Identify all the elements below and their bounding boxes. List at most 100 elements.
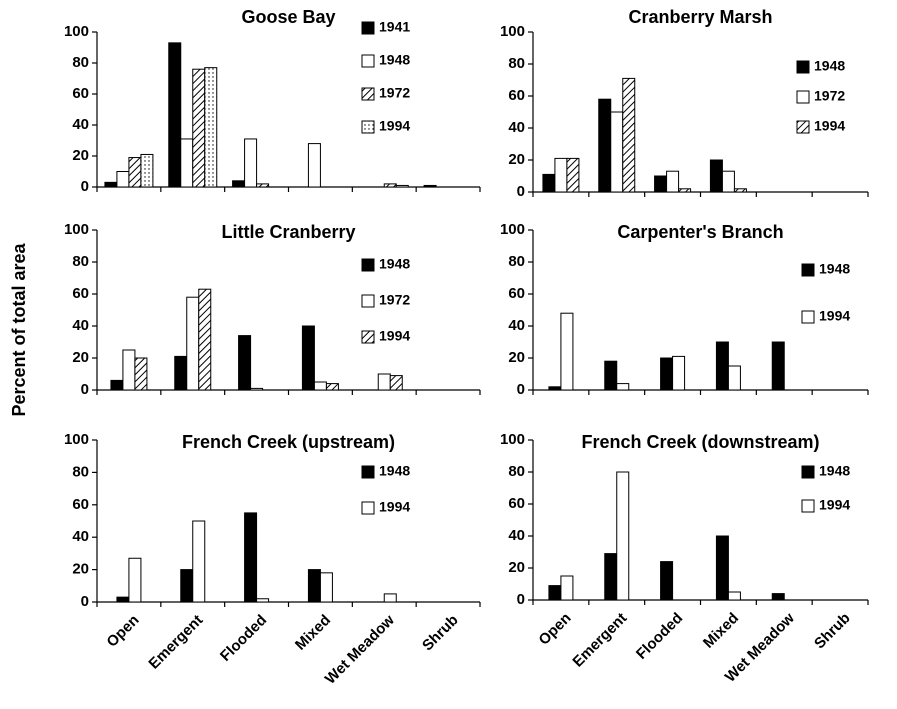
bar [604, 553, 618, 601]
legend-swatch [796, 60, 810, 74]
bar [666, 170, 680, 193]
x-tick-label: Open [535, 610, 574, 649]
bar [128, 557, 142, 603]
legend-swatch [361, 87, 375, 101]
legend-swatch [801, 263, 815, 277]
x-tick-label: Wet Meadow [322, 611, 398, 687]
bar [204, 67, 218, 188]
legend-swatch [796, 90, 810, 104]
bar [244, 512, 258, 603]
bar [244, 138, 258, 188]
legend-swatch [796, 120, 810, 134]
bar [548, 585, 562, 601]
legend-swatch [361, 21, 375, 35]
bar [140, 153, 154, 188]
x-tick-label: Emergent [145, 612, 206, 673]
bar [616, 471, 630, 601]
bar [771, 341, 785, 391]
legend-label: 1941 [379, 19, 410, 35]
bar [174, 355, 188, 391]
y-tick-label: 80 [72, 253, 89, 270]
bar [727, 365, 741, 391]
bar [307, 569, 321, 603]
y-tick-label: 0 [81, 593, 89, 610]
legend-swatch [361, 465, 375, 479]
bar [134, 357, 148, 391]
bar [128, 157, 142, 188]
bar [180, 138, 194, 188]
y-axis-label: Percent of total area [9, 242, 29, 416]
chart-title: Cranberry Marsh [628, 7, 772, 27]
bar [110, 379, 124, 391]
bar [301, 325, 315, 391]
y-tick-label: 20 [508, 349, 525, 366]
bar [250, 387, 264, 391]
legend-swatch [361, 54, 375, 68]
y-tick-label: 20 [508, 559, 525, 576]
y-tick-label: 80 [508, 55, 525, 72]
bar [604, 360, 618, 391]
y-tick-label: 20 [72, 561, 89, 578]
y-tick-label: 40 [508, 317, 525, 334]
legend-label: 1972 [379, 292, 410, 308]
y-tick-label: 40 [72, 528, 89, 545]
bar [116, 171, 130, 188]
legend-swatch [361, 294, 375, 308]
legend-label: 1948 [814, 58, 845, 74]
bar [715, 341, 729, 391]
y-tick-label: 0 [81, 381, 89, 398]
x-tick-label: Emergent [569, 610, 630, 671]
bar [709, 159, 723, 193]
legend-label: 1948 [379, 463, 410, 479]
y-tick-label: 60 [508, 87, 525, 104]
legend-label: 1994 [814, 118, 845, 134]
chart-title: French Creek (downstream) [581, 432, 819, 452]
legend-label: 1994 [819, 308, 850, 324]
bar [192, 520, 206, 603]
bar [186, 296, 200, 391]
x-tick-label: Mixed [700, 610, 742, 652]
bar [325, 383, 339, 391]
y-tick-label: 100 [500, 221, 525, 238]
x-tick-label: Mixed [292, 612, 334, 654]
bar [622, 77, 636, 193]
y-tick-label: 0 [517, 591, 525, 608]
y-tick-label: 60 [508, 495, 525, 512]
bar [383, 183, 397, 188]
bar [168, 42, 182, 188]
bar [389, 375, 403, 391]
legend-label: 1994 [379, 328, 410, 344]
bar [560, 312, 574, 391]
bar [672, 355, 686, 391]
y-tick-label: 60 [72, 85, 89, 102]
y-tick-label: 0 [81, 178, 89, 195]
legend-label: 1994 [379, 118, 410, 134]
bar [566, 157, 580, 193]
chart-title: French Creek (upstream) [182, 432, 395, 452]
x-tick-label: Shrub [811, 610, 854, 653]
bar [727, 591, 741, 601]
legend-label: 1948 [379, 256, 410, 272]
y-tick-label: 100 [64, 221, 89, 238]
bar [560, 575, 574, 601]
bar [678, 188, 692, 193]
bar [554, 157, 568, 193]
bar [616, 383, 630, 391]
bar [192, 68, 206, 188]
y-tick-label: 60 [72, 496, 89, 513]
legend-swatch [801, 310, 815, 324]
legend-label: 1972 [379, 85, 410, 101]
bar [715, 535, 729, 601]
bar [598, 98, 612, 193]
bar [395, 184, 409, 188]
bar [423, 184, 437, 188]
bar [660, 357, 674, 391]
bar [180, 569, 194, 603]
bar [654, 175, 668, 193]
x-tick-label: Open [103, 612, 142, 651]
legend-swatch [361, 258, 375, 272]
y-tick-label: 0 [517, 381, 525, 398]
x-tick-label: Flooded [633, 610, 686, 663]
bar [542, 173, 556, 193]
